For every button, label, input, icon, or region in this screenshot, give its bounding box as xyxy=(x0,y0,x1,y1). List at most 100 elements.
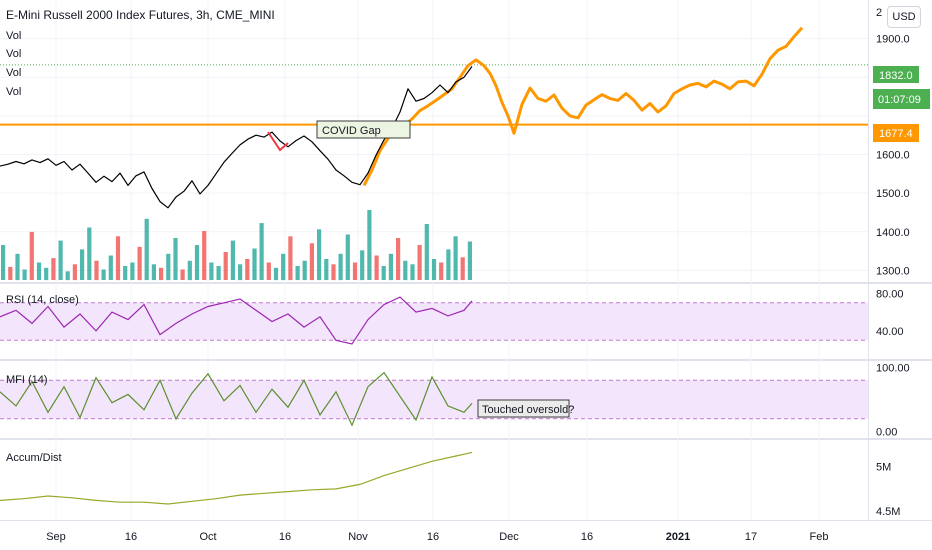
countdown-text: 01:07:09 xyxy=(878,94,921,106)
covid-gap-box xyxy=(316,120,411,139)
volume-bar xyxy=(245,259,250,280)
volume-bar xyxy=(381,266,386,280)
volume-bar xyxy=(123,266,128,280)
volume-bar xyxy=(467,241,472,280)
red-check-mark[interactable] xyxy=(267,131,289,152)
currency-button[interactable]: USD xyxy=(887,6,921,28)
touched-oversold-callout[interactable]: Touched oversold? xyxy=(477,399,574,418)
line-price-badge[interactable]: 1677.4 xyxy=(873,124,919,142)
volume-bar xyxy=(460,257,465,281)
time-tick-label: 16 xyxy=(581,531,593,543)
main-price-gridlines xyxy=(0,38,868,271)
rsi-band xyxy=(0,302,868,341)
rsi-axis[interactable]: 40.00 80.00 xyxy=(876,288,904,338)
volume-bar xyxy=(108,255,113,280)
vol-label-3[interactable]: Vol xyxy=(6,67,21,79)
vol-label-2[interactable]: Vol xyxy=(6,48,21,60)
volume-bars xyxy=(1,210,472,281)
last-price-badge-bg xyxy=(873,66,919,83)
volume-bar xyxy=(230,240,235,280)
accum-dist-axis[interactable]: 4.5M 5M xyxy=(876,462,900,518)
vol-label-1[interactable]: Vol xyxy=(6,30,21,42)
separator-time-axis xyxy=(0,520,932,521)
line-price-badge-bg xyxy=(873,124,919,142)
accum-dist-tick-label: 5M xyxy=(876,462,891,474)
price-tick-label: 1400.0 xyxy=(876,227,910,239)
volume-bar xyxy=(72,264,77,281)
volume-bar xyxy=(65,271,70,281)
last-price-badge[interactable]: 1832.0 xyxy=(873,66,919,83)
separator-rsi-mfi[interactable] xyxy=(0,359,932,361)
price-tick-label: 1600.0 xyxy=(876,150,910,162)
accum-dist-tick-label: 4.5M xyxy=(876,506,900,518)
time-tick-label: Sep xyxy=(46,531,66,543)
time-tick-label: Oct xyxy=(199,531,216,543)
volume-bar xyxy=(58,240,63,280)
volume-bar xyxy=(324,259,329,280)
rsi-title[interactable]: RSI (14, close) xyxy=(6,294,79,306)
accum-dist-line[interactable] xyxy=(0,451,473,505)
vol-label-4[interactable]: Vol xyxy=(6,86,21,98)
volume-bar xyxy=(374,255,379,280)
volume-bar xyxy=(295,266,300,280)
volume-bar xyxy=(367,210,372,280)
volume-bar xyxy=(266,262,271,280)
rsi-tick-label: 80.00 xyxy=(876,288,904,300)
time-tick-label: 16 xyxy=(427,531,439,543)
volume-bar xyxy=(51,258,56,280)
vertical-gridlines xyxy=(55,0,820,520)
volume-bar xyxy=(352,262,358,280)
rsi-line[interactable] xyxy=(0,296,473,345)
price-tick-label: 1900.0 xyxy=(876,34,910,46)
countdown-badge[interactable]: 01:07:09 xyxy=(873,89,930,109)
volume-bar xyxy=(180,269,185,280)
separator-vol-rsi[interactable] xyxy=(0,282,932,284)
volume-bar xyxy=(439,262,444,280)
volume-bar xyxy=(317,229,322,281)
volume-bar xyxy=(101,269,106,280)
volume-bar xyxy=(446,249,451,280)
volume-bar xyxy=(331,264,336,281)
mfi-line[interactable] xyxy=(0,371,473,427)
volume-bar xyxy=(202,231,207,280)
rsi-tick-label: 40.00 xyxy=(876,326,904,338)
covid-gap-text: COVID Gap xyxy=(322,125,381,137)
volume-bar xyxy=(137,246,142,281)
volume-bar xyxy=(80,249,85,280)
time-axis[interactable]: Sep 16 Oct 16 Nov 16 Dec 16 2021 17 Feb xyxy=(46,531,828,543)
volume-bar xyxy=(187,260,192,281)
volume-bar xyxy=(388,253,393,281)
volume-bar xyxy=(8,266,13,280)
price-axis-border xyxy=(868,0,869,520)
volume-bar xyxy=(151,264,156,281)
time-tick-label: Nov xyxy=(348,531,368,543)
main-price-axis[interactable]: 1300.0 1400.0 1500.0 1600.0 1900.0 xyxy=(876,34,910,278)
volume-bar xyxy=(403,260,408,281)
separator-mfi-accum[interactable] xyxy=(0,438,932,440)
volume-bar xyxy=(94,260,99,281)
volume-bar xyxy=(115,236,121,281)
symbol-title[interactable]: E-Mini Russell 2000 Index Futures, 3h, C… xyxy=(6,8,275,22)
volume-bar xyxy=(360,250,365,281)
touched-oversold-box xyxy=(477,399,570,418)
volume-bar xyxy=(130,262,135,280)
price-tick-label: 1500.0 xyxy=(876,188,910,200)
top-cut-label: 2 xyxy=(876,7,882,19)
last-price-text: 1832.0 xyxy=(879,70,913,82)
volume-bar xyxy=(159,267,164,281)
mfi-axis[interactable]: 0.00 100.00 xyxy=(876,362,910,438)
mfi-title[interactable]: MFI (14) xyxy=(6,374,48,386)
volume-bar xyxy=(424,224,429,280)
volume-bar xyxy=(238,264,243,281)
accum-dist-title[interactable]: Accum/Dist xyxy=(6,452,62,464)
volume-bar xyxy=(209,262,214,280)
line-price-text: 1677.4 xyxy=(879,128,913,140)
covid-gap-callout[interactable]: COVID Gap xyxy=(316,120,411,139)
volume-bar xyxy=(29,231,34,280)
volume-bar xyxy=(417,245,422,280)
mfi-tick-label: 0.00 xyxy=(876,427,897,439)
time-tick-label: Feb xyxy=(810,531,829,543)
volume-bar xyxy=(36,262,42,280)
orange-projection-line[interactable] xyxy=(362,26,804,187)
